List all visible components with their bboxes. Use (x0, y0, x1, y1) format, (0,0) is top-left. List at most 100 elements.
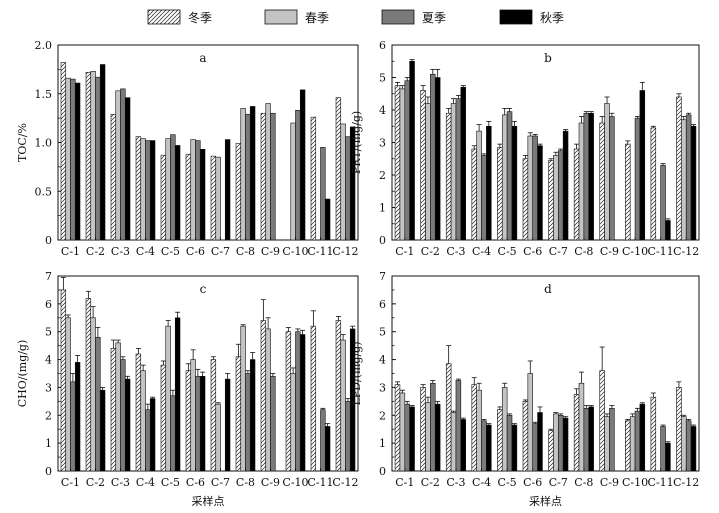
bar-C-10-series-3 (295, 331, 301, 472)
legend-swatch-4 (499, 9, 533, 25)
x-tick-label: C-9 (600, 245, 619, 258)
x-tick-label: C-1 (395, 476, 414, 489)
bar-C-6-series-4 (537, 412, 543, 472)
bar-C-3-series-3 (455, 380, 462, 472)
x-tick-label: C-5 (161, 476, 180, 489)
bar-C-5-series-3 (170, 134, 176, 241)
bar-C-2-series-2 (425, 402, 431, 472)
bar-C-7-series-2 (215, 403, 221, 472)
bar-C-8-series-4 (249, 106, 256, 241)
x-tick-label: C-12 (332, 476, 358, 489)
x-tick-label: C-10 (282, 245, 308, 258)
bar-C-8-series-3 (245, 113, 251, 241)
bar-C-7-series-3 (557, 414, 564, 472)
legend-swatch-1 (147, 9, 181, 25)
y-tick-label: 2.0 (35, 39, 53, 52)
bar-C-11-series-3 (320, 409, 326, 472)
y-tick-label: 0 (379, 465, 386, 478)
bar-C-2-series-1 (420, 387, 426, 472)
y-axis-label: TOC/% (16, 123, 29, 162)
bar-C-12-series-2 (340, 123, 346, 241)
x-tick-label: C-12 (673, 245, 699, 258)
bar-C-10-series-2 (629, 416, 636, 472)
bar-C-11-series-1 (650, 396, 657, 472)
bar-C-4-series-4 (149, 398, 156, 472)
bar-C-4-series-3 (145, 409, 151, 472)
bar-C-6-series-1 (185, 370, 192, 472)
bar-C-12-series-3 (345, 401, 351, 472)
bar-C-3-series-4 (460, 419, 466, 472)
y-tick-label: 6 (379, 298, 386, 311)
bar-C-7-series-2 (215, 156, 221, 241)
y-tick-label: 1 (379, 437, 386, 450)
y-tick-label: 3 (379, 137, 386, 150)
bar-C-11-series-1 (310, 116, 317, 241)
y-tick-label: 4 (379, 104, 386, 117)
bar-C-8-series-2 (578, 122, 585, 241)
y-tick-label: 1 (45, 437, 52, 450)
bar-C-2-series-3 (430, 382, 436, 472)
bar-C-5-series-4 (174, 317, 181, 472)
y-axis-label: PRT/(mg/g) (350, 111, 363, 174)
y-tick-label: 3 (379, 381, 386, 394)
bar-C-2-series-4 (99, 389, 106, 472)
bar-C-9-series-1 (599, 122, 605, 241)
bar-C-11-series-3 (660, 164, 666, 241)
bar-C-1-series-1 (394, 384, 401, 472)
bar-C-8-series-3 (583, 408, 590, 472)
panel-b: 0 1 2 3 4 5 6 PRT/(mg/g) b C-1 C-2 C-3 C-4 C-5 C-6 C-7 C… (350, 39, 700, 258)
bar-C-10-series-4 (299, 334, 306, 472)
bar-C-9-series-3 (609, 408, 615, 472)
bar-C-5-series-2 (165, 325, 171, 472)
bar-C-1-series-3 (70, 381, 76, 472)
bar-C-3-series-2 (450, 103, 457, 241)
x-tick-label: C-1 (395, 245, 414, 258)
x-tick-label: C-12 (673, 476, 699, 489)
bar-C-10-series-3 (295, 110, 301, 241)
y-tick-label: 5 (45, 326, 52, 339)
bar-C-12-series-1 (335, 97, 342, 241)
y-tick-label: 7 (379, 270, 386, 283)
x-tick-label: C-2 (86, 476, 105, 489)
bar-C-8-series-1 (235, 356, 242, 472)
bar-C-10-series-2 (290, 122, 296, 241)
bar-C-9-series-2 (604, 416, 610, 472)
bar-C-8-series-4 (249, 359, 256, 472)
y-tick-label: 4 (379, 354, 386, 367)
bar-C-1-series-2 (65, 77, 71, 241)
x-tick-label: C-3 (446, 476, 465, 489)
legend-label-2: 春季 (305, 11, 329, 25)
bar-C-1-series-4 (74, 82, 81, 241)
bar-C-12-series-3 (685, 114, 692, 241)
bar-C-8-series-2 (240, 325, 246, 472)
bar-C-3-series-4 (124, 97, 131, 241)
bar-C-1-series-2 (399, 392, 406, 472)
x-tick-label: C-4 (136, 245, 155, 258)
x-tick-label: C-6 (186, 245, 205, 258)
x-tick-label: C-4 (136, 476, 155, 489)
bar-C-3-series-2 (115, 342, 121, 472)
bar-C-10-series-4 (639, 90, 646, 241)
bar-C-11-series-4 (324, 426, 331, 472)
bar-C-9-series-3 (270, 375, 276, 472)
y-tick-label: 5 (379, 72, 386, 85)
x-tick-label: C-8 (574, 245, 593, 258)
x-tick-label: C-11 (648, 245, 674, 258)
bar-C-3-series-3 (455, 98, 462, 241)
x-tick-label: C-9 (261, 245, 280, 258)
bar-C-2-series-1 (420, 90, 426, 241)
bar-C-1-series-1 (60, 62, 67, 241)
x-tick-label: C-2 (86, 245, 105, 258)
bar-C-3-series-4 (124, 378, 131, 472)
bar-C-5-series-3 (506, 414, 513, 472)
x-tick-label: C-7 (211, 245, 230, 258)
y-tick-label: 2 (45, 409, 52, 422)
bar-C-12-series-1 (335, 320, 342, 472)
bar-C-7-series-4 (562, 130, 569, 241)
bar-C-2-series-3 (95, 76, 101, 241)
bar-C-3-series-4 (460, 86, 466, 241)
x-axis-label: 采样点 (529, 494, 562, 508)
y-tick-label: 1.5 (35, 88, 53, 101)
bar-C-3-series-1 (445, 112, 452, 241)
y-tick-label: 7 (45, 270, 52, 283)
